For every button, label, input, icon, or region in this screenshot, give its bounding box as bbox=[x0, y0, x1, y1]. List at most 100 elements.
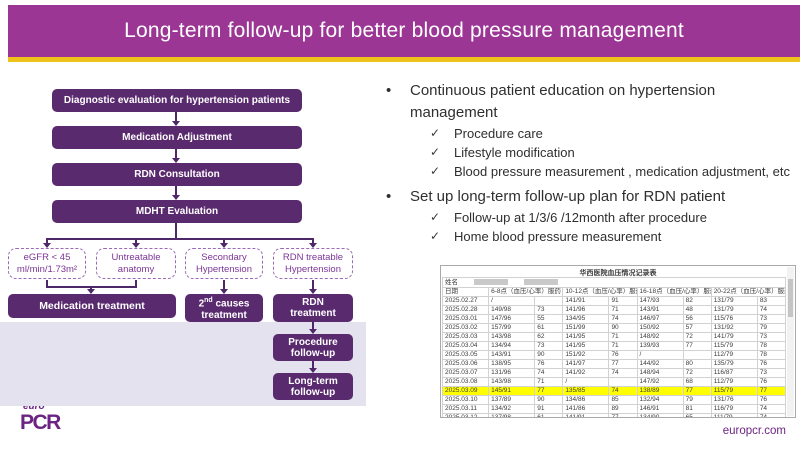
date-header: 日期 bbox=[441, 287, 490, 297]
date-cell: 2025.02.28 bbox=[441, 305, 490, 315]
value-cell: 143/98 bbox=[488, 377, 536, 387]
criteria-line: RDN treatable bbox=[282, 251, 344, 263]
value-cell: 135/79 bbox=[710, 359, 758, 369]
value-cell: 48 bbox=[682, 305, 712, 315]
sub-bullet-item: ✓ Procedure care bbox=[386, 124, 794, 143]
table-row: 2025.02.28 149/98 73 141/96 71 143/91 48 131/79… bbox=[441, 305, 787, 315]
check-icon: ✓ bbox=[430, 210, 441, 224]
redacted-name-block bbox=[523, 278, 558, 285]
europcr-logo: euro PCR bbox=[20, 401, 61, 434]
value-cell: 143/91 bbox=[488, 350, 536, 360]
criteria-secondary-hypertension: Secondary Hypertension bbox=[185, 248, 263, 279]
value-cell: 73 bbox=[534, 341, 564, 351]
flow-arrow-down bbox=[172, 112, 180, 126]
sub-bullet-text: Home blood pressure measurement bbox=[454, 229, 662, 244]
value-cell: 151/99 bbox=[562, 323, 610, 333]
value-cell: 91 bbox=[534, 404, 564, 414]
sub-bullet-item: ✓ Follow-up at 1/3/6 /12month after proc… bbox=[386, 208, 794, 227]
date-cell: 2025.03.01 bbox=[441, 314, 490, 324]
value-cell: 115/79 bbox=[710, 386, 758, 396]
value-cell: 77 bbox=[608, 413, 638, 417]
criteria-line: Hypertension bbox=[285, 263, 341, 275]
value-cell: 83 bbox=[756, 296, 787, 306]
criteria-rdn-treatable: RDN treatable Hypertension bbox=[273, 248, 353, 279]
procedure-followup-box: Procedure follow-up bbox=[273, 334, 353, 361]
value-cell: 68 bbox=[682, 377, 712, 387]
value-cell: 73 bbox=[534, 305, 564, 315]
value-cell: 134/92 bbox=[488, 404, 536, 414]
value-cell: 72 bbox=[682, 332, 712, 342]
outcome-label: 2nd causes bbox=[198, 297, 250, 310]
value-cell: 57 bbox=[682, 323, 712, 333]
value-cell: 62 bbox=[534, 332, 564, 342]
flow-arrow-down bbox=[220, 239, 228, 248]
value-cell: 76 bbox=[534, 359, 564, 369]
value-cell: 131/92 bbox=[710, 323, 758, 333]
value-cell: 141/79 bbox=[710, 332, 758, 342]
gold-divider bbox=[8, 57, 800, 62]
bullet-item: • Continuous patient education on hypert… bbox=[386, 80, 794, 124]
date-cell: 2025.03.08 bbox=[441, 377, 490, 387]
value-cell: 141/91 bbox=[562, 296, 610, 306]
value-cell: 134/94 bbox=[488, 341, 536, 351]
flow-arrow-down bbox=[87, 287, 95, 294]
criteria-line: anatomy bbox=[117, 263, 155, 275]
table-row: 2025.03.07 131/96 74 141/92 74 148/94 72 116/87… bbox=[441, 368, 787, 378]
value-cell: 151/92 bbox=[562, 350, 610, 360]
value-cell: 146/97 bbox=[636, 314, 684, 324]
flow-connector-bar bbox=[46, 238, 314, 240]
table-row: 2025.03.04 134/94 73 141/95 71 139/93 77 115/79… bbox=[441, 341, 787, 351]
value-cell: 131/96 bbox=[488, 368, 536, 378]
value-cell: 74 bbox=[534, 368, 564, 378]
time-group-header: 20-22点（血压/心率）服药 bbox=[710, 287, 787, 297]
date-cell: 2025.03.02 bbox=[441, 323, 490, 333]
criteria-line: ml/min/1.73m² bbox=[16, 263, 78, 275]
logo-euro-text: euro bbox=[23, 401, 45, 412]
value-cell: 74 bbox=[608, 386, 638, 396]
value-cell: 148/94 bbox=[636, 368, 684, 378]
bp-record-screenshot: 华西医院血压情况记录表 姓名 日期 6-8点（血压/心率）服药 10-12点（血… bbox=[440, 265, 796, 418]
flow-step-diagnostic: Diagnostic evaluation for hypertension p… bbox=[52, 89, 302, 112]
outcome-label: RDN bbox=[302, 297, 324, 308]
value-cell: 90 bbox=[608, 323, 638, 333]
date-cell: 2025.03.10 bbox=[441, 395, 490, 405]
value-cell: / bbox=[636, 350, 684, 360]
logo-pcr-text: PCR bbox=[20, 411, 61, 434]
value-cell: 71 bbox=[608, 341, 638, 351]
value-cell: / bbox=[488, 296, 536, 306]
outcome-rdn-treatment: RDN treatment bbox=[273, 294, 353, 322]
value-cell: / bbox=[562, 377, 610, 387]
value-cell: 80 bbox=[682, 359, 712, 369]
table-row: 2025.03.10 137/89 90 134/86 85 132/94 79 131/76… bbox=[441, 395, 787, 405]
value-cell: 134/86 bbox=[562, 395, 610, 405]
value-cell: 71 bbox=[608, 332, 638, 342]
flow-merge-line bbox=[46, 280, 48, 287]
criteria-line: eGFR < 45 bbox=[23, 251, 71, 263]
flow-merge-line bbox=[135, 280, 137, 287]
outcome-label: Medication treatment bbox=[39, 299, 145, 312]
value-cell: 145/91 bbox=[488, 386, 536, 396]
value-cell: 85 bbox=[608, 395, 638, 405]
outcome-label: treatment bbox=[201, 309, 247, 321]
value-cell: 116/79 bbox=[710, 404, 758, 414]
value-cell: 141/91 bbox=[562, 413, 610, 417]
redacted-name-block bbox=[473, 278, 508, 285]
value-cell: 82 bbox=[682, 296, 712, 306]
title-banner: Long-term follow-up for better blood pre… bbox=[8, 5, 800, 57]
value-cell: 71 bbox=[534, 377, 564, 387]
value-cell: 74 bbox=[608, 368, 638, 378]
flow-connector-stem bbox=[175, 223, 177, 239]
table-row: 2025.02.27/ 141/91 91 147/93 82 131/79 83 bbox=[441, 296, 787, 306]
value-cell: 90 bbox=[534, 395, 564, 405]
check-icon: ✓ bbox=[430, 145, 441, 159]
value-cell: 149/98 bbox=[488, 305, 536, 315]
table-row: 2025.03.02 157/99 61 151/99 90 150/92 57 131/92… bbox=[441, 323, 787, 333]
value-cell: 112/79 bbox=[710, 350, 758, 360]
value-cell: 56 bbox=[682, 314, 712, 324]
sub-bullet-item: ✓ Lifestyle modification bbox=[386, 143, 794, 162]
value-cell: 73 bbox=[756, 314, 787, 324]
value-cell: 135/85 bbox=[562, 386, 610, 396]
date-cell: 2025.03.03 bbox=[441, 332, 490, 342]
criteria-line: Secondary bbox=[201, 251, 247, 263]
